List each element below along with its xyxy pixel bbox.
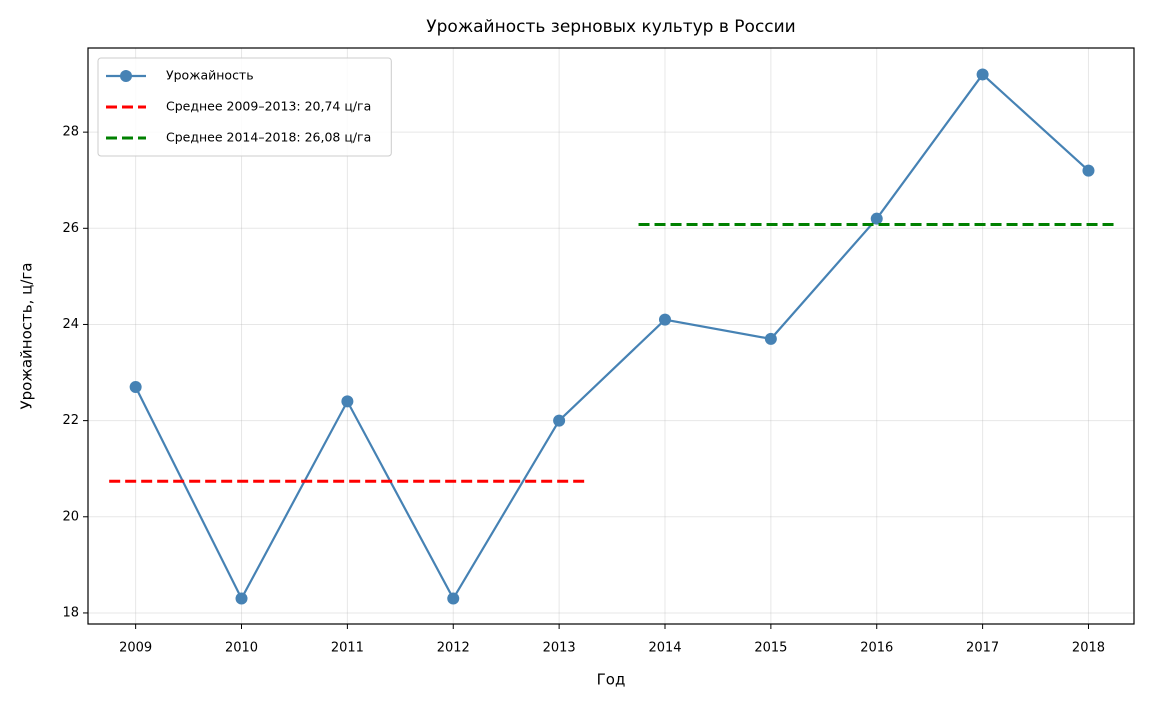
data-point [1082,164,1095,177]
y-tick-label: 22 [62,413,79,428]
x-tick-label: 2011 [331,641,364,656]
x-tick-label: 2013 [543,641,576,656]
x-tick-label: 2018 [1072,641,1105,656]
legend-label: Урожайность [166,68,254,83]
x-tick-label: 2017 [966,641,999,656]
x-tick-label: 2010 [225,641,258,656]
x-axis-label: Год [597,671,626,689]
x-tick-label: 2016 [860,641,893,656]
x-tick-label: 2009 [119,641,152,656]
legend: Урожайность Среднее 2009–2013: 20,74 ц/га… [97,57,392,157]
data-point [553,414,566,427]
data-point [976,68,989,81]
data-point [764,332,777,345]
x-tick-label: 2012 [437,641,470,656]
chart-title: Урожайность зерновых культур в России [426,17,795,37]
y-tick-label: 24 [62,317,79,332]
data-point [870,212,883,225]
x-tick-label: 2014 [648,641,681,656]
plot-frame [87,47,1135,625]
data-point [235,592,248,605]
legend-box [97,57,392,157]
x-tick-label: 2015 [754,641,787,656]
y-axis-label: Урожайность, ц/га [18,263,36,410]
data-point [447,592,460,605]
series-line [134,72,1090,601]
legend-label: Среднее 2014–2018: 26,08 ц/га [166,130,371,145]
data-point [341,395,354,408]
data-point [658,313,671,326]
legend-marker [120,70,132,82]
data-point [129,380,142,393]
y-tick-label: 18 [62,605,79,620]
legend-label: Среднее 2009–2013: 20,74 ц/га [166,99,371,114]
y-tick-label: 26 [62,221,79,236]
y-tick-label: 28 [62,125,79,140]
y-tick-label: 20 [62,509,79,524]
